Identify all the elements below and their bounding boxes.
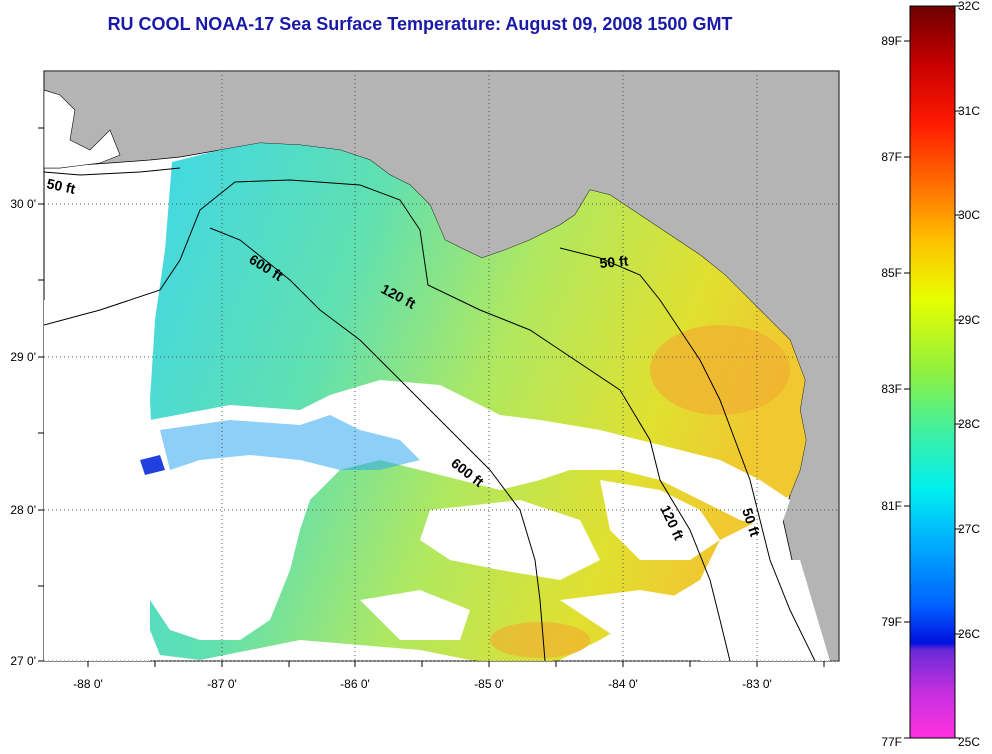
colorbar-f-label: 79F [881,615,902,629]
lon-label: -83 0' [742,677,772,691]
bay-area [44,89,121,169]
colorbar-f-label: 77F [881,735,902,749]
colorbar-f-label: 83F [881,382,902,396]
contour-label-50ft-west: 50 ft [45,175,77,197]
map-title: RU COOL NOAA-17 Sea Surface Temperature:… [107,14,733,34]
colorbar-c-label: 25C [958,735,980,749]
lon-label: -85 0' [474,677,504,691]
colorbar-c-label: 26C [958,627,980,641]
warm-patch [650,325,790,415]
colorbar-c-label: 28C [958,417,980,431]
lat-label: 30 0' [10,197,36,211]
cool-patch [160,415,420,470]
colorbar-f-label: 85F [881,266,902,280]
contour-label-50ft-east: 50 ft [599,253,629,271]
colorbar-f-label: 89F [881,34,902,48]
lat-label: 27 0' [10,654,36,668]
colorbar-c-label: 27C [958,522,980,536]
lat-label: 29 0' [10,350,36,364]
cold-spot [140,455,165,475]
lon-label: -86 0' [340,677,370,691]
lon-label: -87 0' [207,677,237,691]
colorbar [909,5,956,739]
lon-label: -84 0' [608,677,638,691]
warm-patch-south [490,622,590,658]
frame-ticks [38,127,825,667]
colorbar-f-label: 87F [881,150,902,164]
colorbar-c-label: 32C [958,0,980,13]
colorbar-c-label: 30C [958,208,980,222]
colorbar-ticks [904,5,961,739]
lon-label: -88 0' [73,677,103,691]
lat-label: 28 0' [10,503,36,517]
grid-lines [44,71,839,662]
colorbar-c-label: 31C [958,104,980,118]
colorbar-f-label: 81F [881,499,902,513]
depth-contours [44,167,816,661]
colorbar-c-label: 29C [958,313,980,327]
